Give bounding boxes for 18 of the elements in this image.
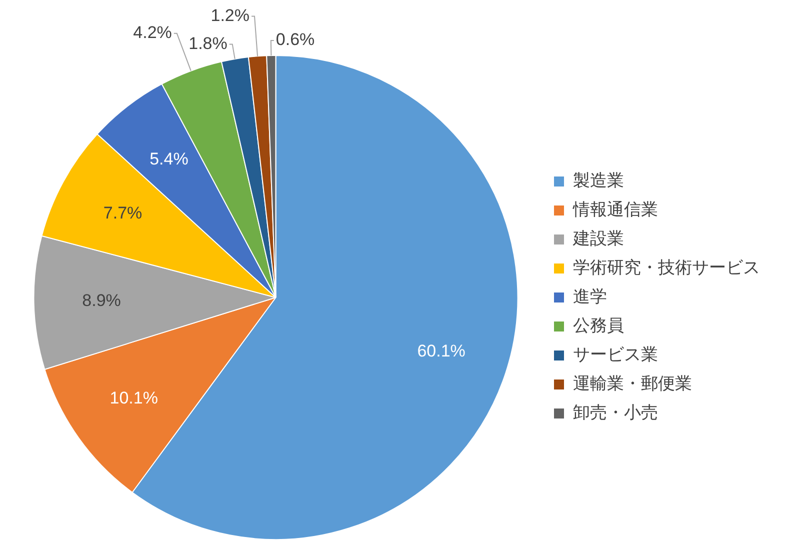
data-label: 7.7%	[103, 204, 142, 223]
legend-label: 卸売・小売	[573, 403, 658, 422]
legend-label: 進学	[573, 287, 607, 306]
data-label: 60.1%	[417, 342, 466, 361]
data-label: 0.6%	[276, 30, 315, 50]
legend-label: 製造業	[573, 171, 624, 190]
data-label: 10.1%	[110, 388, 158, 408]
legend-label: サービス業	[573, 345, 658, 364]
legend-label: 建設業	[572, 229, 624, 248]
legend-label: 公務員	[573, 316, 624, 336]
data-label: 1.8%	[188, 34, 228, 53]
legend-label: 学術研究・技術サービス	[573, 258, 760, 278]
data-label: 1.2%	[210, 6, 250, 25]
data-label: 4.2%	[133, 23, 172, 42]
data-label: 5.4%	[150, 150, 188, 169]
legend-label: 運輸業・郵便業	[573, 374, 692, 394]
legend-label: 情報通信業	[572, 200, 658, 220]
data-label: 8.9%	[82, 291, 121, 310]
